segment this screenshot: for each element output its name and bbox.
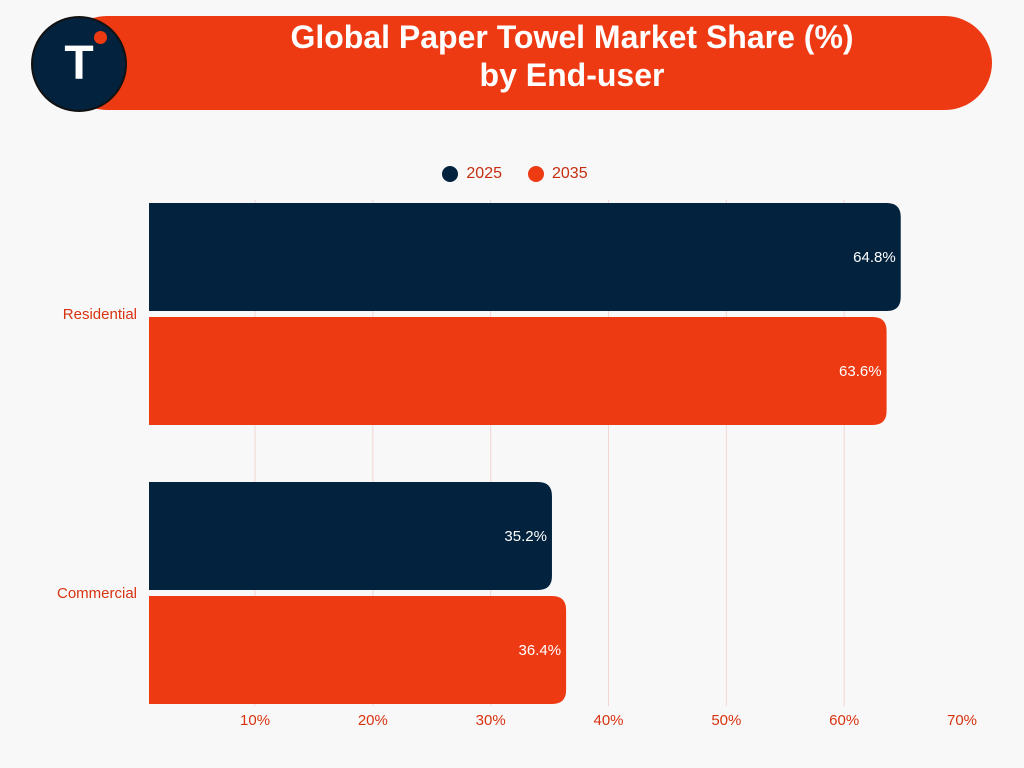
- legend-item-2025: 2025: [442, 164, 502, 184]
- chart-title-line-2: by End-user: [479, 57, 665, 93]
- x-tick-label: 60%: [829, 712, 859, 729]
- data-label: 64.8%: [853, 249, 896, 266]
- data-label: 35.2%: [504, 528, 547, 545]
- bar-residential-2025: [149, 203, 901, 311]
- chart-title: Global Paper Towel Market Share (%) by E…: [120, 18, 1024, 94]
- data-label: 36.4%: [519, 642, 562, 659]
- x-tick-label: 10%: [240, 712, 270, 729]
- x-tick-label: 50%: [711, 712, 741, 729]
- bar-residential-2035: [149, 317, 887, 425]
- logo-letter: T: [64, 37, 94, 90]
- chart-legend: 2025 2035: [0, 164, 1024, 184]
- logo-dot: [94, 31, 107, 44]
- brand-logo: T: [31, 16, 127, 112]
- title-banner: [60, 16, 992, 110]
- bar-commercial-2025: [149, 482, 552, 590]
- category-label-residential: Residential: [63, 306, 137, 323]
- data-label: 63.6%: [839, 363, 882, 380]
- x-tick-label: 30%: [476, 712, 506, 729]
- bar-commercial-2035: [149, 596, 567, 704]
- legend-swatch-2035: [528, 166, 544, 182]
- legend-label-2035: 2035: [552, 165, 588, 182]
- legend-item-2035: 2035: [528, 164, 588, 184]
- chart-title-line-1: Global Paper Towel Market Share (%): [290, 19, 854, 55]
- x-tick-label: 40%: [594, 712, 624, 729]
- legend-label-2025: 2025: [466, 165, 502, 182]
- legend-swatch-2025: [442, 166, 459, 182]
- x-tick-label: 20%: [358, 712, 388, 729]
- category-label-commercial: Commercial: [57, 585, 137, 602]
- x-tick-label: 70%: [947, 712, 977, 729]
